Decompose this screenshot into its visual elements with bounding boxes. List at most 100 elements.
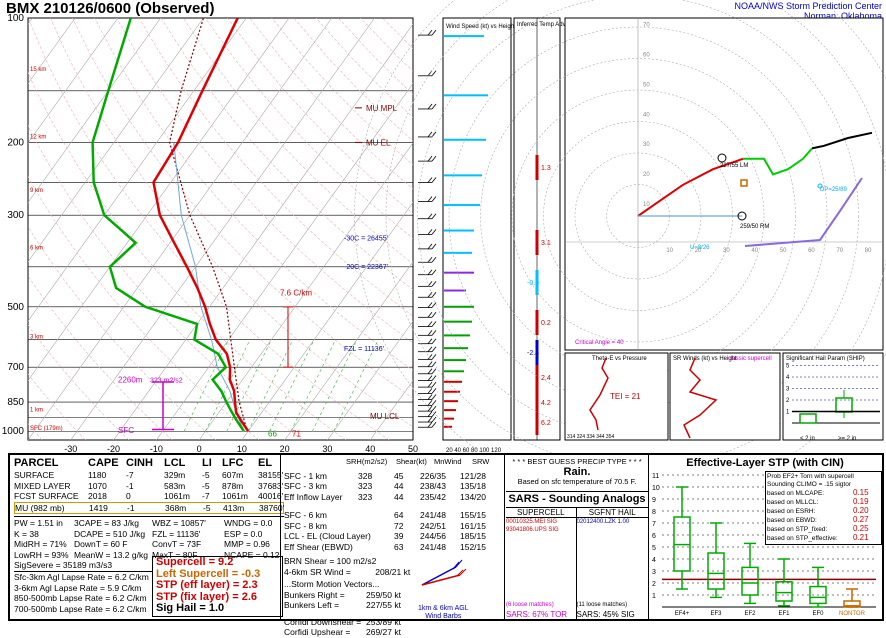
stp-prob-row-cell: based on STP_fixed: xyxy=(767,526,853,534)
barb-flag xyxy=(428,347,432,352)
stp-box xyxy=(674,487,690,589)
motion-row: Bunkers Left =227/55 kt xyxy=(284,600,506,611)
parcel-row-cell: -5 xyxy=(202,481,222,492)
barb-flag xyxy=(432,406,436,411)
stp-prob-line-1: Prob EF2+ Torn with supercell xyxy=(767,473,880,481)
parcel-row-cell: 607m xyxy=(222,470,258,481)
stp-box xyxy=(708,523,724,597)
hodo-ring-label: 20 xyxy=(643,172,650,178)
motion-row-cell: 269/27 kt xyxy=(366,627,426,638)
hodo-ring-label: 40 xyxy=(751,248,758,254)
motion-row: Corfidi Upshear =269/27 kt xyxy=(284,627,506,638)
barb-flag xyxy=(428,395,432,400)
barb-flag xyxy=(432,214,436,219)
stp-category: NONTOR xyxy=(839,611,866,617)
stp-y-tick: 7 xyxy=(652,521,656,528)
wind-barb xyxy=(418,322,436,327)
temp-adv-value: 3.1 xyxy=(541,240,551,247)
wind-barb xyxy=(418,417,436,422)
barb-flag xyxy=(428,30,432,35)
barb-flag xyxy=(432,229,436,234)
classic-supercell: classic supercell xyxy=(728,356,772,362)
stp-y-tick: 3 xyxy=(652,569,656,576)
sars-sc-row-2: 93041806.UPS SIG xyxy=(506,526,576,534)
wind-speed-bar xyxy=(444,306,474,308)
barb-caption-1: 1km & 6km AGL xyxy=(418,605,469,613)
parcel-row-cell: -5 xyxy=(203,503,223,514)
wind-barb xyxy=(418,229,436,234)
index-row-cell: PW = 1.51 in xyxy=(14,518,74,529)
hodo-annotation: DP=25/89 xyxy=(820,187,848,193)
lapse-row: 850-500mb Lapse Rate = 6.2 C/km xyxy=(14,593,152,604)
composite-box: Supercell = 9.2 Left Supercell = -0.3 ST… xyxy=(152,556,283,617)
kinematics-row-cell: 45 xyxy=(394,471,420,482)
stp-prob-row-cell: 0.15 xyxy=(853,489,877,497)
kinematics-row-cell: 244/56 xyxy=(420,531,460,542)
barb-flag xyxy=(428,303,432,308)
stp-y-tick: 1 xyxy=(652,593,656,600)
hodo-ring-label: 80 xyxy=(865,248,872,254)
barb-caption: 1km & 6km AGL Wind Barbs xyxy=(418,605,469,621)
parcel-row-cell: 583m xyxy=(164,481,202,492)
stp-category: EF0 xyxy=(812,611,824,617)
barb-flag xyxy=(432,330,436,335)
temp-adv-value: 4.2 xyxy=(541,400,551,407)
wind-barb xyxy=(418,71,436,76)
tei-label: TEI = 21 xyxy=(610,392,641,401)
motion-row-cell: Corfidi Downshear = xyxy=(284,617,366,628)
kinematics-row-cell: 134/20 xyxy=(460,492,500,503)
index-row-cell: LowRH = 93% xyxy=(14,550,74,561)
kinematics-row-cell: 155/15 xyxy=(460,510,500,521)
sars-sc-pct: SARS: 67% TOR xyxy=(506,610,567,619)
wind-speed-bar xyxy=(444,139,486,141)
barb-flag xyxy=(428,257,432,262)
kinematics-row-cell: 44 xyxy=(394,481,420,492)
hodo-ring-label: 40 xyxy=(643,112,650,118)
parcel-row-cell: -1 xyxy=(126,481,164,492)
barb-flag xyxy=(428,412,432,417)
stp-category: EF4+ xyxy=(675,611,690,617)
motion-row-cell: 259/50 kt xyxy=(366,590,426,601)
kinematics-row-cell: SFC - 6 km xyxy=(284,510,358,521)
stp-prob-row-cell: 0.21 xyxy=(853,534,877,542)
parcel-row-cell: 0 xyxy=(126,491,164,502)
barb-flag xyxy=(432,292,436,297)
wind-speed-bar xyxy=(444,321,472,323)
stp-y-tick: 5 xyxy=(652,545,656,552)
stp-probs: Prob EF2+ Torn with supercell Sounding C… xyxy=(765,471,882,545)
wind-barb xyxy=(418,270,436,275)
pressure-tick: 1000 xyxy=(2,426,25,437)
barb-flag xyxy=(428,244,432,249)
index-row-cell: WNDG = 0.0 xyxy=(224,518,284,529)
kinematics-row-cell: LCL - EL (Cloud Layer) xyxy=(284,531,358,542)
parcel-row-cell: -7 xyxy=(202,491,222,502)
stp-prob-row: based on STP_effective:0.21 xyxy=(767,534,880,543)
wind-speed-bar xyxy=(444,174,482,176)
barb-flag xyxy=(432,369,436,374)
barb-flag xyxy=(432,339,436,344)
stp-prob-row-cell: based on MLLCL: xyxy=(767,499,853,507)
wind-barb xyxy=(418,257,436,262)
parcel-row-cell: 878m xyxy=(222,481,258,492)
lapse-row: 3-6km Agl Lapse Rate = 5.9 C/km xyxy=(14,583,152,594)
hodo-annotation: 259/50 RM xyxy=(740,224,769,230)
wind-barb xyxy=(418,30,436,35)
divider xyxy=(504,455,505,619)
col-cape: CAPE xyxy=(88,457,126,470)
srwind-4-6-label: 4-6km SR Wind = xyxy=(284,567,351,577)
lapse-label: 7.6 C/km xyxy=(280,289,312,298)
parcel-row-cell: MIXED LAYER xyxy=(14,481,88,492)
wind-speed-bar xyxy=(444,334,470,336)
hodo-ring-label: 30 xyxy=(723,248,730,254)
kinematics-row-cell: 241/48 xyxy=(420,510,460,521)
barb-flag xyxy=(428,388,432,393)
parcel-row-cell: 2018 xyxy=(88,491,126,502)
stp-y-tick: 11 xyxy=(652,473,659,480)
barb-flag xyxy=(428,196,432,201)
eff-depth-label: 2260m xyxy=(118,376,143,385)
